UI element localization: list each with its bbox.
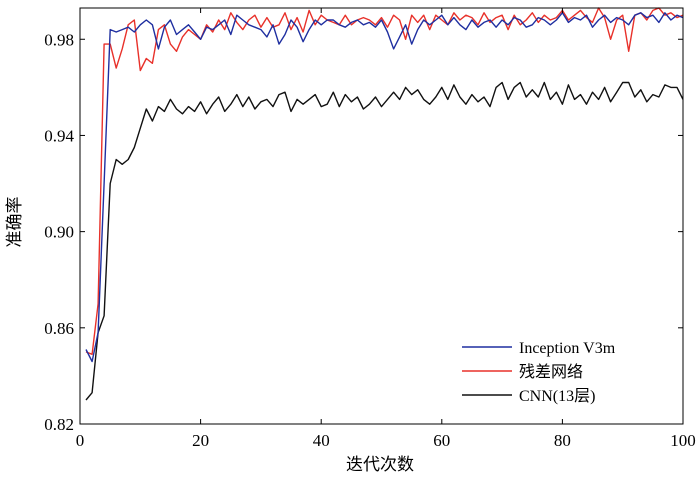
legend-label-2: CNN(13层) xyxy=(519,388,595,405)
y-tick-label-4: 0.98 xyxy=(44,30,74,49)
series-lines xyxy=(85,7,684,401)
x-axis-label: 迭代次数 xyxy=(346,455,414,475)
series-line-2 xyxy=(85,81,684,401)
legend-label-1: 残差网络 xyxy=(519,362,583,381)
x-tick-label-5: 100 xyxy=(670,431,696,450)
x-tick-label-2: 40 xyxy=(313,431,330,450)
y-tick-label-1: 0.86 xyxy=(44,319,74,338)
axis-ticks: 0 20 40 60 80 100 0.82 0.86 0.90 0.94 0.98 xyxy=(44,8,696,450)
legend-label-0: Inception V3m xyxy=(519,340,616,357)
legend: Inception V3m 残差网络 CNN(13层) xyxy=(462,340,616,405)
y-tick-label-0: 0.82 xyxy=(44,415,74,434)
x-tick-label-3: 60 xyxy=(433,431,450,450)
x-tick-label-0: 0 xyxy=(76,431,85,450)
y-tick-label-3: 0.94 xyxy=(44,126,74,145)
y-tick-label-2: 0.90 xyxy=(44,223,74,242)
x-tick-label-4: 80 xyxy=(554,431,571,450)
x-tick-label-1: 20 xyxy=(192,431,209,450)
series-line-1 xyxy=(85,7,684,355)
y-axis-label: 准确率 xyxy=(5,197,25,248)
series-line-0 xyxy=(85,12,684,363)
plot-frame xyxy=(79,7,684,425)
